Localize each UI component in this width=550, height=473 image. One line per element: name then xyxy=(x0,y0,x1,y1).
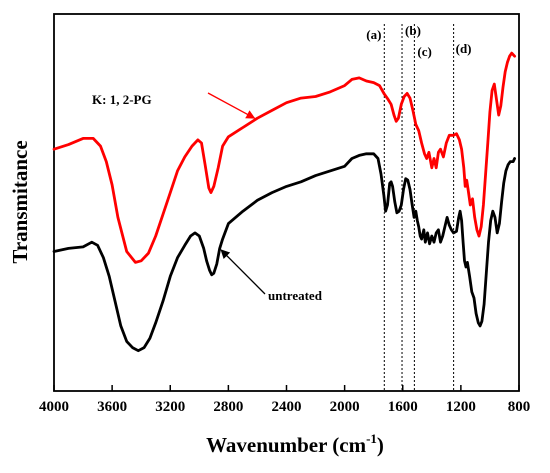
series-layer xyxy=(52,51,516,353)
x-axis: 4000 3600 3200 2800 2400 2000 1600 1200 800 xyxy=(39,385,530,415)
x-tick-label-1200: 1200 xyxy=(446,399,476,415)
x-tick-label-2400: 2400 xyxy=(272,399,302,415)
y-axis-title: Transmitance xyxy=(8,140,32,263)
x-tick-label-3600: 3600 xyxy=(97,399,127,415)
x-axis-title-main: Wavenumber (cm xyxy=(206,433,367,457)
marker-label-4: (d) xyxy=(456,41,472,56)
annotation-label-1: K: 1, 2-PG xyxy=(92,92,152,107)
annotation-label-2: untreated xyxy=(268,288,323,303)
marker-label-2: (b) xyxy=(405,23,421,38)
x-tick-label-1600: 1600 xyxy=(388,399,418,415)
x-axis-title-exponent: -1 xyxy=(366,431,377,446)
x-axis-title: Wavenumber (cm-1) xyxy=(206,431,384,457)
x-tick-label-3200: 3200 xyxy=(155,399,185,415)
x-tick-label-800: 800 xyxy=(508,399,531,415)
series-line-untreated xyxy=(52,152,516,353)
annotation-arrow-2 xyxy=(220,249,266,295)
x-tick-label-2000: 2000 xyxy=(330,399,360,415)
x-axis-title-close: ) xyxy=(377,433,384,457)
marker-label-1: (a) xyxy=(366,27,381,42)
marker-layer: (a) (b) (c) (d) xyxy=(366,23,472,391)
annotation-arrow-1 xyxy=(207,92,256,119)
annotation-layer: K: 1, 2-PG untreated xyxy=(92,92,323,303)
x-tick-label-4000: 4000 xyxy=(39,399,69,415)
series-line-kpg xyxy=(52,51,516,264)
marker-label-3: (c) xyxy=(417,44,431,59)
x-tick-label-2800: 2800 xyxy=(213,399,243,415)
